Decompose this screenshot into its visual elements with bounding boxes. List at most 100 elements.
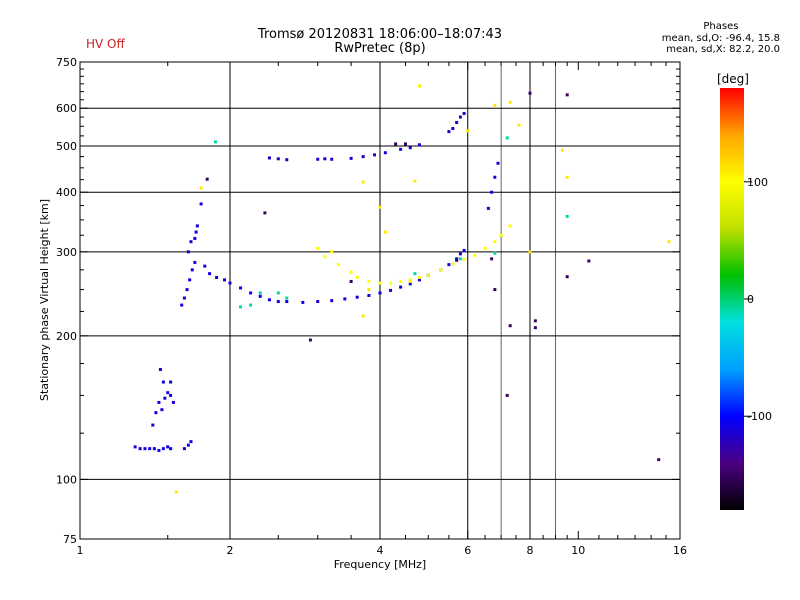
data-point bbox=[499, 233, 503, 237]
data-point bbox=[417, 84, 421, 88]
data-point bbox=[152, 447, 156, 451]
data-point bbox=[447, 130, 451, 134]
data-point bbox=[355, 276, 359, 280]
data-point bbox=[143, 447, 147, 451]
phases-x-mode: mean, sd,X: 82.2, 20.0 bbox=[666, 44, 780, 55]
y-tick-label: 600 bbox=[56, 102, 77, 115]
data-point bbox=[239, 286, 243, 290]
data-point bbox=[458, 252, 462, 256]
data-point bbox=[367, 293, 371, 297]
data-point bbox=[157, 400, 161, 404]
data-point bbox=[399, 285, 403, 289]
data-point bbox=[451, 127, 455, 131]
data-point bbox=[263, 211, 267, 215]
data-point bbox=[417, 143, 421, 147]
x-tick-label: 1 bbox=[77, 544, 84, 557]
data-point bbox=[276, 291, 280, 295]
x-tick-label: 8 bbox=[527, 544, 534, 557]
data-point bbox=[496, 161, 500, 165]
data-point bbox=[194, 230, 198, 234]
x-tick-label: 16 bbox=[673, 544, 687, 557]
data-point bbox=[182, 447, 186, 451]
data-point bbox=[166, 391, 170, 395]
data-point bbox=[458, 257, 462, 261]
data-point bbox=[462, 111, 466, 115]
data-point bbox=[301, 300, 305, 304]
data-point bbox=[349, 279, 353, 283]
data-point bbox=[413, 179, 417, 183]
data-point bbox=[239, 305, 243, 309]
data-point bbox=[413, 272, 417, 276]
data-point bbox=[455, 258, 459, 262]
data-point bbox=[166, 445, 170, 449]
data-point bbox=[267, 156, 271, 160]
data-point bbox=[587, 259, 591, 263]
data-point bbox=[186, 443, 190, 447]
data-point bbox=[490, 257, 494, 261]
data-point bbox=[403, 142, 407, 146]
data-point bbox=[355, 295, 359, 299]
data-point bbox=[528, 91, 532, 95]
data-point bbox=[383, 230, 387, 234]
data-point bbox=[161, 380, 165, 384]
chart-title-line2: RwPretec (8p) bbox=[334, 41, 426, 56]
phases-title: Phases bbox=[703, 21, 739, 32]
data-point bbox=[157, 448, 161, 452]
data-point bbox=[408, 146, 412, 150]
data-point bbox=[151, 423, 155, 427]
grid-lines bbox=[80, 62, 680, 539]
data-point bbox=[208, 272, 212, 276]
data-point bbox=[193, 236, 197, 240]
data-point bbox=[361, 314, 365, 318]
axes: 1 2 4 6 8 10 16 75 100 200 300 400 500 600 750 bbox=[56, 56, 687, 557]
data-point bbox=[190, 268, 194, 272]
data-point bbox=[154, 411, 158, 415]
data-point bbox=[285, 158, 289, 162]
data-point bbox=[343, 297, 347, 301]
data-point bbox=[138, 447, 142, 451]
data-point bbox=[285, 296, 289, 300]
data-point bbox=[508, 224, 512, 228]
data-point bbox=[490, 190, 494, 194]
data-point bbox=[493, 240, 497, 244]
data-point bbox=[308, 338, 312, 342]
data-point bbox=[285, 300, 289, 304]
data-point bbox=[466, 129, 470, 133]
data-point bbox=[517, 123, 521, 127]
data-point bbox=[389, 288, 393, 292]
y-tick-label: 750 bbox=[56, 56, 77, 69]
data-point bbox=[330, 299, 334, 303]
data-point bbox=[180, 303, 184, 307]
data-point bbox=[373, 153, 377, 157]
data-point bbox=[189, 240, 193, 244]
data-point bbox=[330, 250, 334, 254]
data-point bbox=[399, 279, 403, 283]
data-point bbox=[349, 270, 353, 274]
data-point bbox=[473, 253, 477, 257]
data-point bbox=[148, 447, 152, 451]
data-point bbox=[451, 262, 455, 266]
data-point bbox=[378, 291, 382, 295]
data-point bbox=[367, 288, 371, 292]
data-point bbox=[408, 279, 412, 283]
data-point bbox=[508, 100, 512, 104]
phases-o-mode: mean, sd,O: -96.4, 15.8 bbox=[661, 32, 780, 44]
data-point bbox=[378, 205, 382, 209]
colorbar-ticks: 100 0 -100 bbox=[744, 176, 772, 423]
data-point bbox=[361, 180, 365, 184]
data-point bbox=[249, 291, 253, 295]
data-point bbox=[417, 276, 421, 280]
data-point bbox=[493, 251, 497, 255]
data-point bbox=[185, 288, 189, 292]
data-point bbox=[133, 445, 137, 449]
data-point bbox=[171, 400, 175, 404]
colorbar bbox=[720, 88, 744, 510]
data-point bbox=[533, 326, 537, 330]
data-point bbox=[163, 396, 167, 400]
data-point bbox=[505, 393, 509, 397]
data-point bbox=[276, 157, 280, 161]
data-point bbox=[458, 115, 462, 119]
data-point bbox=[267, 298, 271, 302]
data-point bbox=[462, 248, 466, 252]
